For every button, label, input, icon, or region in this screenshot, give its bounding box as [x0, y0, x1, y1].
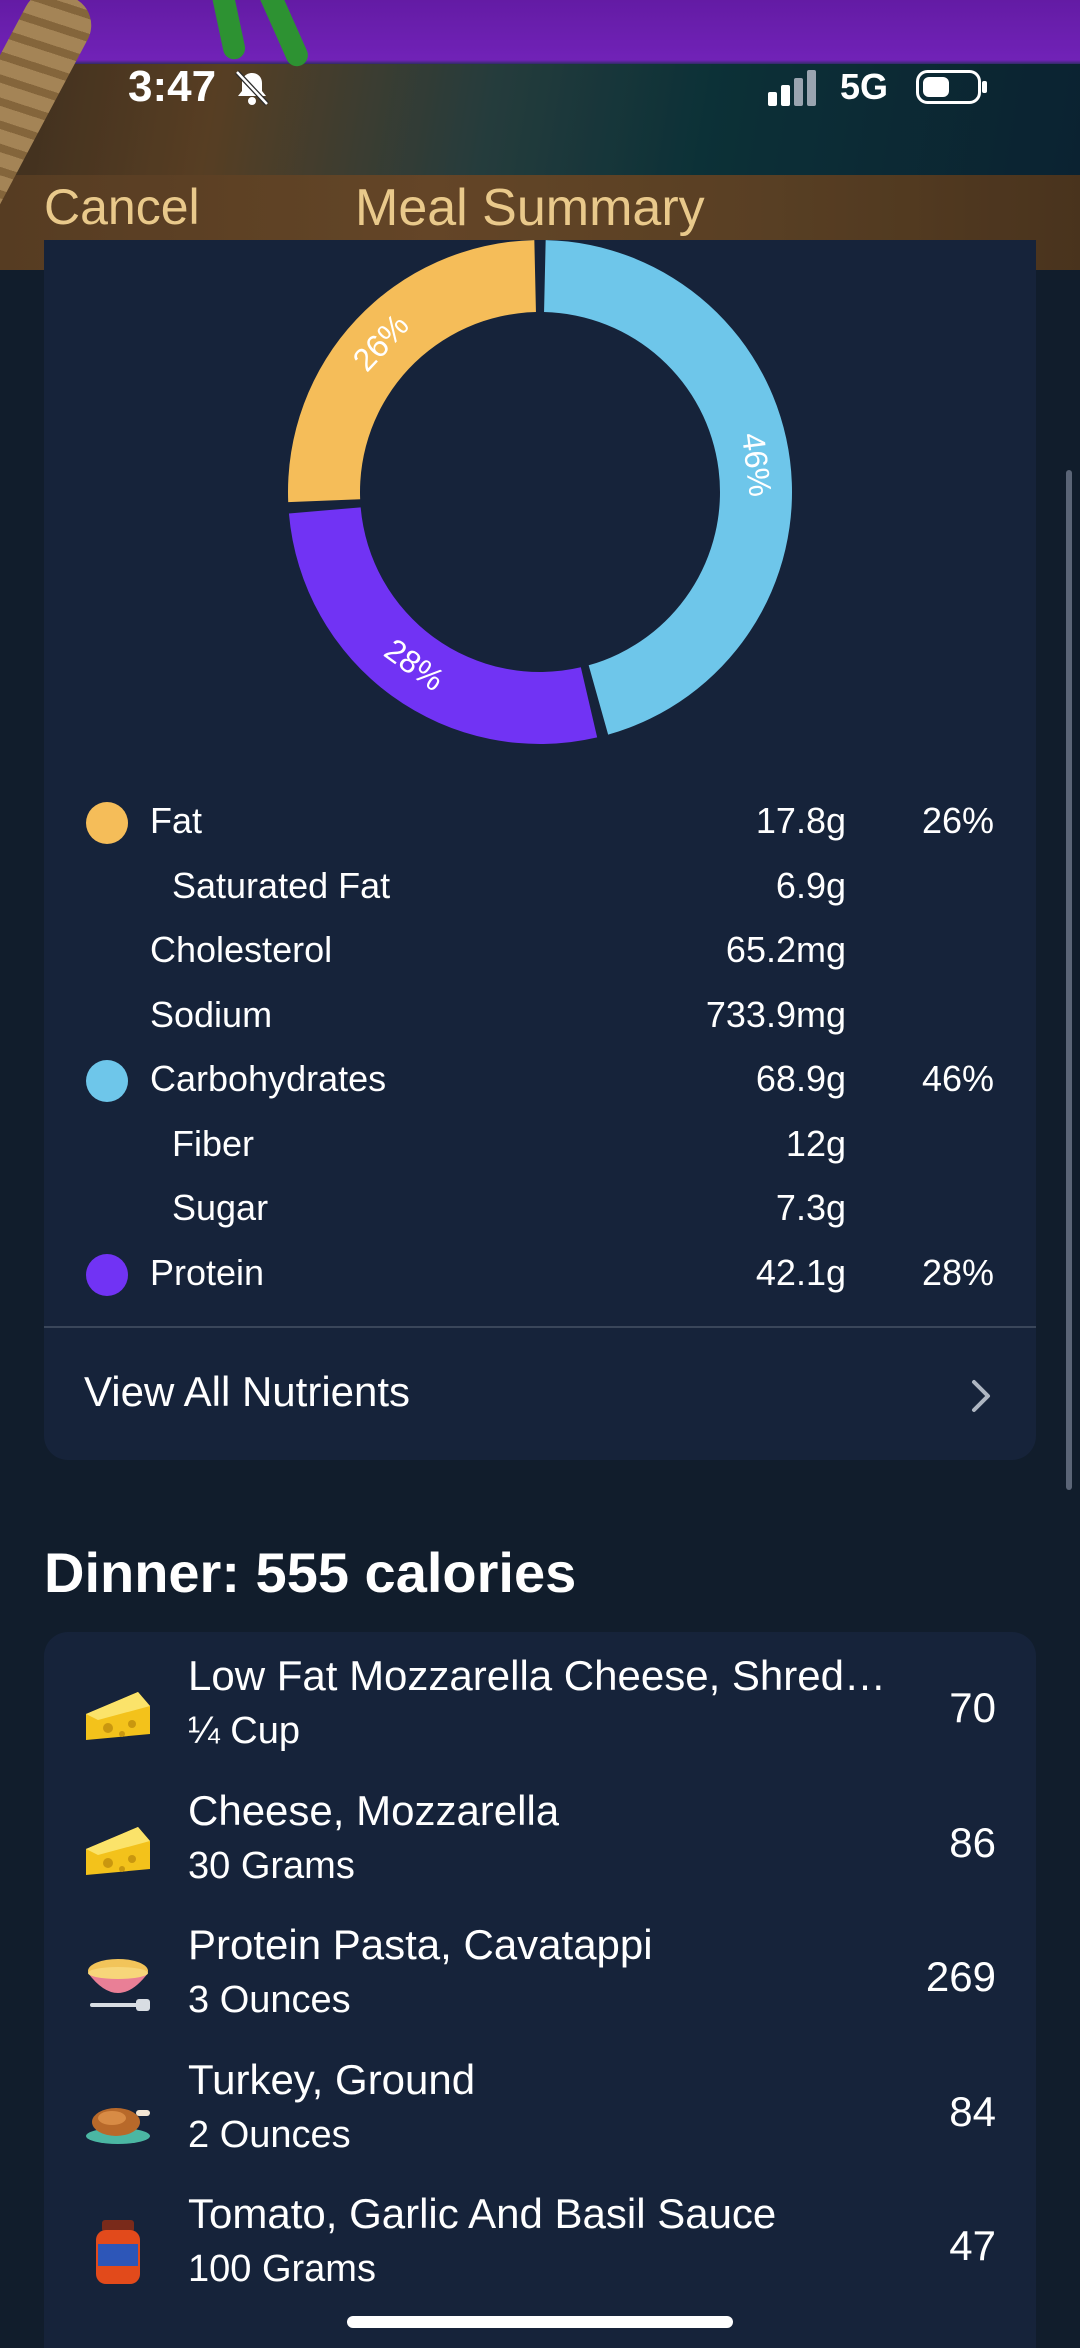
food-calories: 269: [925, 1953, 996, 2000]
pasta-bowl-icon: [80, 1943, 156, 2019]
food-item-row[interactable]: Protein Pasta, Cavatappi 3 Ounces 269: [44, 1905, 1036, 2039]
header-background-sea: [0, 64, 1080, 184]
roast-turkey-icon: [80, 2078, 156, 2154]
cheese-icon: [80, 1809, 156, 1885]
nutrient-row: Saturated Fat 6.9g: [44, 855, 1036, 915]
nutrient-amount: 6.9g: [775, 864, 846, 906]
battery-icon: [916, 70, 987, 104]
nutrient-name: Fiber: [172, 1122, 255, 1164]
cheese-icon: [80, 1674, 156, 1750]
legend-dot: [86, 802, 128, 844]
food-quantity: 100 Grams: [188, 2248, 376, 2290]
food-calories: 86: [949, 1818, 996, 1866]
divider: [44, 1326, 1036, 1328]
food-item-row[interactable]: Turkey, Ground 2 Ounces 84: [44, 2040, 1036, 2174]
cancel-button[interactable]: Cancel: [44, 179, 200, 235]
nutrient-name: Carbohydrates: [150, 1058, 387, 1099]
view-all-nutrients-link[interactable]: View All Nutrients: [84, 1368, 411, 1415]
legend-dot: [86, 1060, 128, 1102]
nutrient-percent: 26%: [921, 800, 994, 841]
nutrient-name: Sugar: [172, 1187, 269, 1228]
food-name: Cheese, Mozzarella: [188, 1786, 560, 1834]
nutrition-card: 26% 46% 28% Fat 17.8g 26% Saturated Fat 6.9g Ch…: [44, 240, 1036, 1460]
food-item-row[interactable]: Tomato, Garlic And Basil Sauce 100 Grams 4…: [44, 2174, 1036, 2308]
nutrient-name: Sodium: [150, 993, 273, 1035]
food-name: Protein Pasta, Cavatappi: [188, 1921, 653, 1968]
food-quantity: 30 Grams: [188, 1844, 355, 1887]
nutrient-amount: 42.1g: [755, 1251, 846, 1293]
food-item-row[interactable]: Cheese, Mozzarella 30 Grams 86: [44, 1771, 1036, 1905]
sauce-jar-icon: [80, 2212, 156, 2288]
food-calories: 84: [949, 2087, 996, 2135]
nutrient-row: Protein 42.1g 28%: [44, 1242, 1036, 1302]
page-title: Meal Summary: [355, 179, 705, 237]
food-item-row[interactable]: Low Fat Mozzarella Cheese, Shred… ¼ Cup 70: [44, 1636, 1036, 1770]
dinner-section-title: Dinner: 555 calories: [44, 1541, 577, 1604]
nutrient-amount: 65.2mg: [725, 929, 846, 970]
food-name: Low Fat Mozzarella Cheese, Shred…: [188, 1652, 886, 1699]
food-name: Turkey, Ground: [188, 2055, 476, 2103]
nutrient-amount: 7.3g: [775, 1187, 846, 1228]
nutrient-name: Fat: [150, 800, 203, 841]
donut-slice-protein: [288, 507, 598, 744]
food-calories: 70: [949, 1684, 996, 1731]
dinner-food-list: Low Fat Mozzarella Cheese, Shred… ¼ Cup 70…: [44, 1632, 1036, 2348]
scrollbar[interactable]: [1066, 470, 1072, 1490]
donut-label-carbohydrates: 46%: [735, 431, 779, 499]
food-calories: 47: [949, 2222, 996, 2269]
bell-muted-icon: [235, 70, 269, 106]
food-quantity: 3 Ounces: [188, 1979, 351, 2021]
nutrient-percent: 28%: [921, 1251, 994, 1293]
nutrient-row: Cholesterol 65.2mg: [44, 919, 1036, 979]
nutrient-name: Saturated Fat: [172, 864, 391, 906]
food-quantity: ¼ Cup: [188, 1710, 300, 1752]
food-name: Tomato, Garlic And Basil Sauce: [188, 2190, 777, 2237]
home-indicator[interactable]: [347, 2316, 733, 2328]
nutrient-amount: 17.8g: [755, 800, 846, 841]
nutrient-row: Sugar 7.3g: [44, 1177, 1036, 1237]
signal-icon: [768, 70, 816, 106]
nutrient-name: Cholesterol: [150, 929, 333, 970]
nutrient-row: Fiber 12g: [44, 1113, 1036, 1173]
food-quantity: 2 Ounces: [188, 2113, 351, 2156]
chevron-right-icon[interactable]: [966, 1376, 996, 1416]
nutrient-row: Sodium 733.9mg: [44, 984, 1036, 1044]
donut-slice-fat: [288, 240, 536, 503]
nutrient-amount: 733.9mg: [705, 993, 846, 1035]
nutrient-amount: 68.9g: [755, 1058, 846, 1099]
legend-dot: [86, 1253, 128, 1296]
header-overlay: [0, 0, 1080, 270]
macro-donut-chart: 26%46%28%: [288, 240, 793, 744]
network-label: 5G: [840, 66, 889, 107]
nutrient-name: Protein: [150, 1251, 265, 1293]
status-time: 3:47: [128, 62, 217, 111]
nutrient-amount: 12g: [785, 1122, 846, 1164]
nutrient-row: Fat 17.8g 26%: [44, 790, 1036, 850]
nutrient-row: Carbohydrates 68.9g 46%: [44, 1048, 1036, 1108]
nutrient-percent: 46%: [921, 1058, 994, 1099]
header-bar: 3:47 5G Cancel Meal Summary: [0, 0, 1080, 270]
donut-slice-carbohydrates: [544, 240, 793, 735]
